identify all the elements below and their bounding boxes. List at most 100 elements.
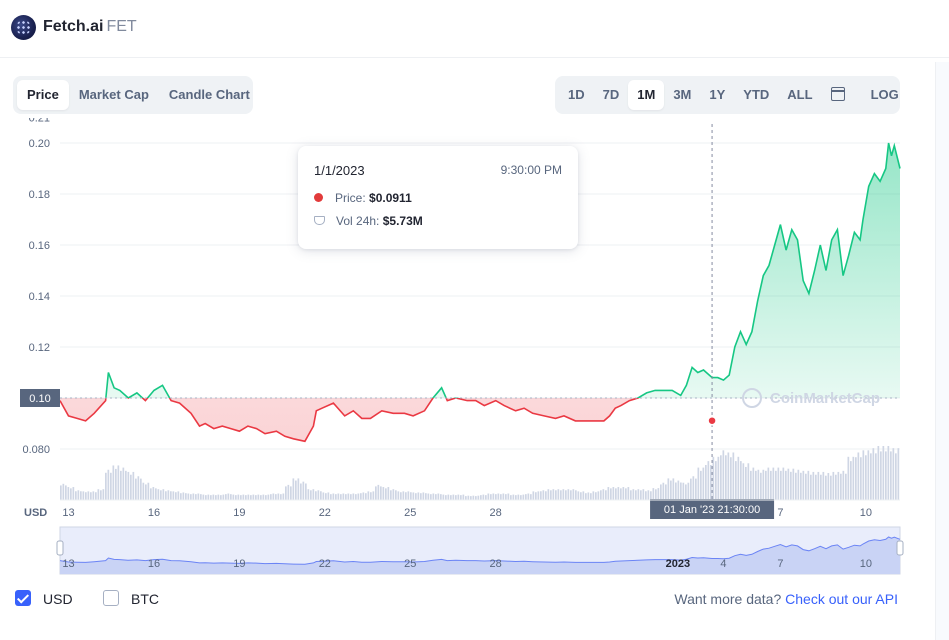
volume-bar [267, 494, 270, 500]
usd-checkbox[interactable] [15, 590, 31, 606]
tab-candle-chart[interactable]: Candle Chart [168, 87, 250, 102]
volume-bar [377, 484, 380, 500]
volume-bar [835, 474, 837, 500]
volume-bar [300, 483, 302, 500]
volume-bar [842, 470, 845, 500]
volume-bar [672, 478, 675, 500]
volume-bar [777, 467, 780, 500]
x-tick-label: 28 [490, 507, 502, 519]
calendar-button[interactable] [822, 80, 854, 110]
volume-bar [760, 472, 762, 500]
volume-bar [110, 472, 112, 500]
volume-bar [302, 481, 305, 500]
volume-bar [285, 486, 287, 500]
volume-bar [875, 453, 877, 500]
volume-bar [462, 494, 465, 500]
volume-bar [480, 495, 482, 500]
volume-bar [675, 482, 677, 500]
volume-bar [630, 490, 632, 500]
volume-bar [737, 456, 740, 500]
volume-bar [572, 489, 575, 500]
volume-bar [100, 490, 102, 500]
volume-bar [775, 470, 777, 500]
volume-bar [125, 470, 127, 500]
btc-checkbox[interactable] [103, 590, 119, 606]
volume-bar [445, 495, 447, 500]
volume-bar [180, 493, 182, 500]
volume-bar [195, 494, 197, 500]
more-data-prompt: Want more data? [674, 591, 782, 607]
volume-bar [805, 473, 807, 500]
price-chart[interactable]: 0.210.200.180.160.140.120.100.0800.10Coi… [0, 118, 935, 580]
range-3m[interactable]: 3M [673, 87, 692, 102]
volume-bar [592, 491, 595, 500]
volume-bar [382, 487, 385, 500]
volume-bar [82, 491, 85, 500]
volume-bar [795, 472, 797, 500]
volume-bar [202, 494, 205, 500]
range-all[interactable]: ALL [787, 87, 813, 102]
volume-bar [402, 491, 405, 500]
tooltip-date: 1/1/2023 [314, 163, 365, 178]
volume-bar [152, 487, 155, 500]
chart-type-tabs: Price Market Cap Candle Chart [13, 76, 253, 114]
volume-bar [450, 495, 452, 500]
volume-bar [355, 494, 357, 500]
range-7d[interactable]: 7D [602, 87, 620, 102]
volume-bar [397, 491, 400, 500]
volume-bar [625, 488, 627, 500]
volume-bar [627, 487, 630, 500]
volume-bar [290, 486, 292, 500]
volume-bar [197, 493, 200, 500]
volume-bar [540, 491, 542, 500]
tab-market-cap[interactable]: Market Cap [78, 87, 149, 102]
volume-bar [522, 494, 525, 500]
volume-bar [265, 495, 267, 500]
volume-bar [372, 491, 375, 500]
btc-label: BTC [131, 591, 159, 607]
volume-bar [117, 465, 120, 500]
volume-bar [845, 473, 847, 500]
volume-bar [280, 494, 282, 500]
volume-bar [467, 495, 470, 500]
volume-bar [507, 493, 510, 500]
volume-bar [250, 495, 252, 500]
volume-bar [752, 467, 755, 500]
volume-bar [240, 495, 242, 500]
volume-bar [685, 484, 687, 500]
range-1m[interactable]: 1M [628, 80, 665, 110]
volume-bar [75, 491, 77, 500]
coin-title: Fetch.ai FET [43, 18, 137, 36]
range-ytd[interactable]: YTD [743, 87, 770, 102]
range-1d[interactable]: 1D [568, 87, 585, 102]
volume-bar [155, 488, 157, 500]
coin-name: Fetch.ai [43, 18, 104, 35]
volume-bar [877, 446, 880, 500]
volume-bar [657, 488, 660, 500]
volume-bar [812, 471, 815, 500]
volume-bar [660, 484, 662, 500]
navigator-line [59, 536, 901, 565]
volume-bar [862, 450, 865, 500]
volume-bar [72, 487, 75, 500]
volume-bar [242, 494, 245, 500]
volume-bar [807, 470, 810, 500]
top-bar: Fetch.ai FET [0, 0, 949, 58]
volume-bar [420, 493, 422, 500]
log-scale-button[interactable]: LOG [870, 87, 899, 102]
volume-bar [170, 491, 172, 500]
navigator-label: 10 [860, 558, 872, 570]
volume-bar [652, 488, 655, 500]
volume-bar [725, 455, 727, 500]
volume-bar [677, 480, 680, 500]
volume-bar [535, 492, 537, 500]
api-link[interactable]: Check out our API [785, 591, 898, 607]
tab-price[interactable]: Price [17, 80, 69, 110]
volume-bar [765, 470, 767, 500]
range-1y[interactable]: 1Y [709, 87, 726, 102]
price-line-down [59, 398, 640, 443]
volume-bar [667, 478, 670, 500]
volume-bar [850, 461, 852, 500]
y-tick-label: 0.18 [29, 189, 50, 201]
volume-bar [740, 461, 742, 500]
